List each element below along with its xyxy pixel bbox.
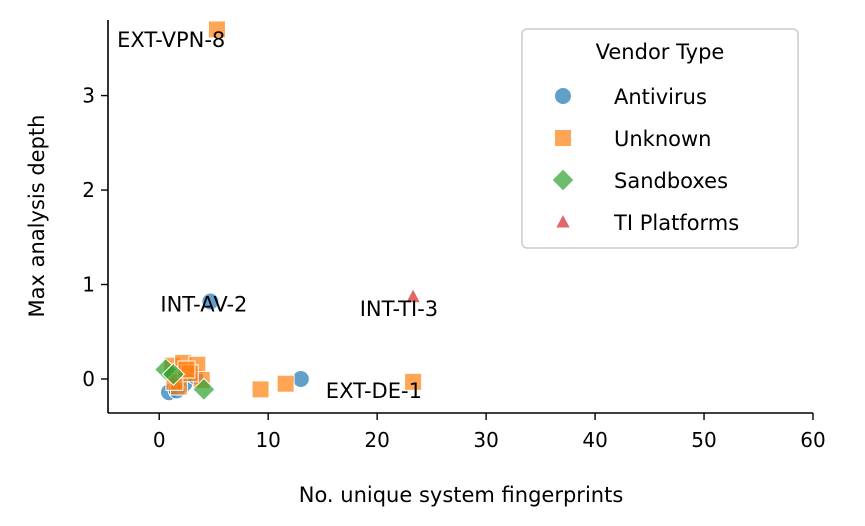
axes: 0 10 20 30 40 50 60 0 1 2 3 <box>82 20 826 452</box>
legend-marker-ti-platforms <box>554 212 572 229</box>
y-tick-label: 3 <box>82 84 95 108</box>
x-tick-label: 30 <box>473 428 498 452</box>
x-tick-label: 0 <box>153 428 166 452</box>
legend-marker-unknown <box>554 129 572 147</box>
ti-platforms-point <box>404 287 422 304</box>
y-tick-label: 2 <box>82 178 95 202</box>
x-tick-label: 20 <box>364 428 389 452</box>
legend-entries: Antivirus Unknown Sandboxes TI Platforms <box>551 85 739 235</box>
legend: Vendor Type Antivirus Unknown Sandboxes TI … <box>521 28 799 249</box>
y-tick-label: 1 <box>82 273 95 297</box>
x-tick-label: 60 <box>800 428 825 452</box>
annotation-int-av-2: INT-AV-2 <box>160 292 247 316</box>
unknown-point <box>404 372 423 391</box>
x-axis-label: No. unique system fingerprints <box>299 483 624 507</box>
unknown-point <box>276 374 295 393</box>
unknown-point <box>207 20 226 39</box>
x-tick-label: 50 <box>691 428 716 452</box>
annotations: EXT-VPN-8 INT-AV-2 INT-TI-3 EXT-DE-1 <box>117 28 438 403</box>
legend-label-antivirus: Antivirus <box>614 85 707 109</box>
legend-label-unknown: Unknown <box>614 127 711 151</box>
legend-label-ti-platforms: TI Platforms <box>613 211 739 235</box>
data-points <box>154 20 423 402</box>
antivirus-point <box>201 292 220 311</box>
annotation-int-ti-3: INT-TI-3 <box>360 297 438 321</box>
y-tick-label: 0 <box>82 367 95 391</box>
legend-marker-antivirus <box>554 87 572 105</box>
sandboxes-point <box>161 362 186 386</box>
annotation-ext-de-1: EXT-DE-1 <box>326 379 422 403</box>
legend-frame <box>521 28 799 249</box>
sandboxes-point <box>192 377 216 402</box>
antivirus-point <box>291 369 310 388</box>
legend-label-sandboxes: Sandboxes <box>614 169 728 193</box>
y-axis-label: Max analysis depth <box>25 115 49 318</box>
annotation-ext-vpn-8: EXT-VPN-8 <box>117 28 225 52</box>
x-tick-label: 10 <box>255 428 280 452</box>
legend-marker-sandboxes <box>551 168 575 192</box>
unknown-point <box>251 380 270 399</box>
legend-title: Vendor Type <box>596 40 725 64</box>
x-tick-label: 40 <box>582 428 607 452</box>
